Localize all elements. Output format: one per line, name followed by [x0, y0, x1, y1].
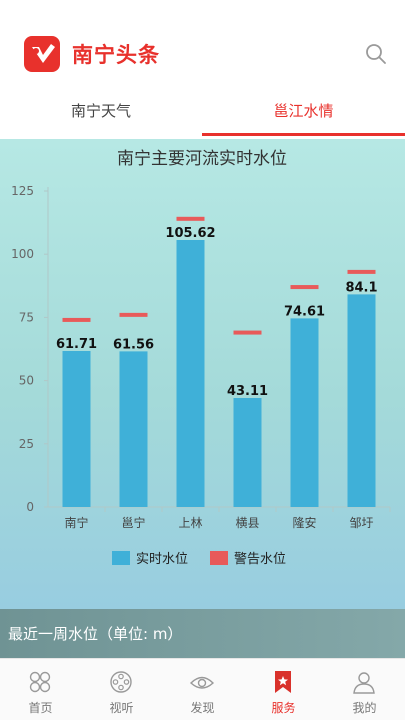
y-tick-label: 125: [11, 184, 34, 198]
logo-glyph-icon: [32, 44, 55, 63]
tab-bar: 南宁天气 邕江水情: [0, 95, 405, 139]
film-reel-icon: [110, 671, 132, 693]
app-logo: [24, 36, 60, 72]
bar-6: [347, 294, 376, 507]
bar-2: [119, 351, 148, 507]
nav-item-services[interactable]: 服务: [243, 659, 324, 720]
bar-3: [176, 239, 205, 507]
legend-label-realtime: 实时水位: [136, 552, 188, 567]
weekly-water-level-section[interactable]: 最近一周水位（单位: m）: [0, 609, 405, 658]
bar-value-label: 74.61: [284, 304, 325, 319]
y-tick-label: 25: [19, 437, 34, 451]
y-tick-label: 75: [19, 310, 34, 324]
legend-swatch-realtime: [112, 551, 130, 565]
active-tab-indicator: [202, 133, 405, 136]
water-level-chart: 南宁主要河流实时水位 0 25 50 75 100 125 61.71 南宁 61.56 邕宁 105…: [0, 139, 405, 609]
header: 南宁头条: [0, 0, 405, 95]
tab-nanning-weather[interactable]: 南宁天气: [70, 102, 131, 120]
nav-label-discover: 发现: [190, 701, 215, 715]
chart-svg: 南宁主要河流实时水位 0 25 50 75 100 125 61.71 南宁 61.56 邕宁 105…: [11, 149, 391, 567]
bottom-nav: 首页 视听 发现 服务: [0, 658, 405, 720]
search-button[interactable]: [364, 42, 388, 66]
nav-item-home[interactable]: 首页: [0, 659, 81, 720]
nav-item-discover[interactable]: 发现: [162, 659, 243, 720]
nav-label-mine: 我的: [352, 701, 377, 715]
home-grid-icon: [29, 671, 51, 693]
warning-level-marker: [119, 312, 148, 317]
warning-level-marker: [290, 285, 319, 290]
warning-level-marker: [62, 317, 91, 322]
legend-label-warning: 警告水位: [234, 551, 286, 567]
x-tick-label: 邹圩: [349, 516, 373, 530]
nav-label-services: 服务: [271, 701, 296, 715]
x-tick-label: 上林: [178, 516, 202, 530]
bar-value-label: 43.11: [227, 384, 268, 399]
x-tick-label: 邕宁: [121, 515, 145, 530]
warning-level-marker: [347, 269, 376, 274]
chart-title: 南宁主要河流实时水位: [117, 149, 287, 169]
y-tick-label: 50: [19, 374, 34, 388]
nav-item-mine[interactable]: 我的: [324, 659, 405, 720]
bar-value-label: 84.1: [345, 280, 377, 295]
x-tick-label: 南宁: [64, 515, 88, 530]
x-tick-label: 隆安: [292, 515, 316, 530]
nav-item-media[interactable]: 视听: [81, 659, 162, 720]
weekly-section-title: 最近一周水位（单位: m）: [8, 625, 183, 643]
bar-value-label: 105.62: [165, 226, 215, 241]
tab-yongjiang-water[interactable]: 邕江水情: [273, 102, 334, 120]
y-tick-label: 0: [26, 500, 34, 514]
bar-4: [233, 398, 262, 507]
bar-1: [62, 350, 91, 507]
search-icon: [366, 44, 386, 64]
user-icon: [353, 672, 375, 694]
bookmark-star-icon: [275, 671, 291, 693]
bar-value-label: 61.71: [56, 337, 97, 352]
x-tick-label: 横县: [235, 516, 259, 530]
bar-value-label: 61.56: [113, 337, 154, 352]
nav-label-media: 视听: [109, 701, 134, 715]
warning-level-marker: [176, 216, 205, 221]
warning-level-marker: [233, 330, 262, 335]
eye-icon: [189, 676, 215, 689]
app-title: 南宁头条: [72, 43, 160, 67]
legend-swatch-warning: [210, 551, 228, 565]
nav-label-home: 首页: [28, 701, 53, 715]
y-tick-label: 100: [11, 247, 34, 261]
bar-5: [290, 318, 319, 507]
